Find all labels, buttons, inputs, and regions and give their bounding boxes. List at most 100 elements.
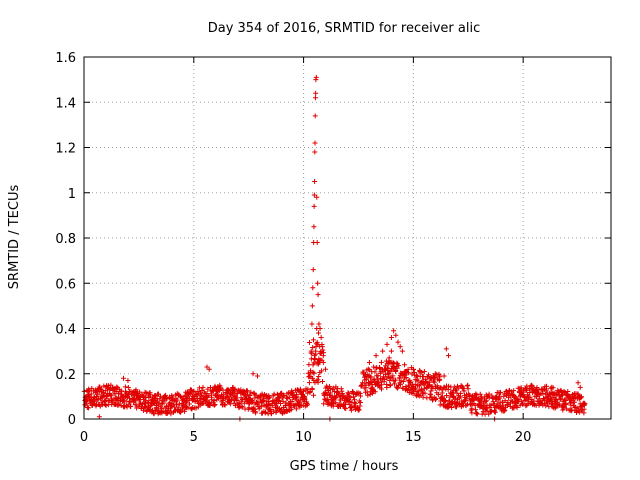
data-point: [161, 400, 167, 406]
data-point: [96, 414, 102, 420]
data-point: [427, 382, 433, 388]
data-point: [312, 178, 318, 184]
data-point: [316, 374, 322, 380]
data-points: [81, 74, 588, 422]
data-point: [498, 389, 504, 395]
data-point: [306, 380, 312, 386]
data-point: [170, 394, 176, 400]
data-point: [318, 351, 324, 357]
data-point: [563, 400, 569, 406]
data-point: [577, 384, 583, 390]
data-point: [386, 371, 392, 377]
data-point: [241, 400, 247, 406]
data-point: [319, 342, 325, 348]
data-point: [343, 406, 349, 412]
data-point: [175, 404, 181, 410]
data-point: [416, 388, 422, 394]
data-point: [358, 393, 364, 399]
data-point: [517, 402, 523, 408]
data-point: [446, 353, 452, 359]
data-point: [254, 373, 260, 379]
data-point: [309, 303, 315, 309]
data-point: [571, 399, 577, 405]
data-point: [435, 392, 441, 398]
data-point: [558, 396, 564, 402]
data-point: [252, 406, 258, 412]
data-point: [388, 382, 394, 388]
data-point: [477, 391, 483, 397]
data-point: [227, 401, 233, 407]
data-point: [234, 391, 240, 397]
data-point: [315, 292, 321, 298]
data-point: [481, 395, 487, 401]
data-point: [391, 328, 397, 334]
data-point: [324, 385, 330, 391]
data-point: [398, 378, 404, 384]
data-point: [568, 402, 574, 408]
chart-title: Day 354 of 2016, SRMTID for receiver ali…: [208, 21, 481, 36]
data-point: [174, 402, 179, 408]
data-point: [315, 280, 321, 286]
data-point: [449, 405, 455, 411]
data-point: [343, 401, 349, 407]
data-point: [459, 384, 465, 390]
data-point: [375, 373, 381, 379]
data-point: [312, 357, 318, 363]
data-point: [310, 337, 316, 343]
data-point: [313, 74, 319, 80]
data-point: [310, 267, 316, 273]
data-point: [234, 397, 240, 403]
data-point: [529, 382, 535, 388]
data-point: [320, 347, 326, 353]
data-point: [441, 373, 447, 379]
data-point: [200, 384, 206, 390]
data-point: [259, 403, 265, 409]
data-point: [260, 396, 266, 402]
data-point: [278, 401, 284, 407]
data-point: [274, 405, 280, 411]
x-tick-label: 20: [515, 430, 532, 445]
data-point: [94, 393, 100, 399]
x-tick-label: 0: [80, 430, 88, 445]
data-point: [124, 404, 130, 410]
data-point: [305, 401, 311, 407]
data-point: [548, 385, 554, 391]
data-point: [437, 376, 443, 382]
data-point: [248, 389, 254, 395]
data-point: [492, 409, 498, 415]
data-point: [103, 403, 109, 409]
data-point: [212, 402, 218, 408]
data-point: [393, 332, 399, 338]
data-point: [211, 402, 217, 408]
data-point: [544, 383, 550, 389]
x-tick-label: 5: [190, 430, 198, 445]
data-point: [501, 393, 507, 399]
data-point: [279, 390, 285, 396]
data-point: [397, 344, 403, 350]
data-point: [323, 366, 329, 372]
data-point: [315, 379, 321, 385]
data-point: [289, 398, 295, 404]
data-point: [247, 392, 253, 398]
data-point: [309, 386, 315, 392]
data-point: [128, 403, 134, 409]
data-point: [454, 404, 460, 410]
data-point: [411, 386, 417, 392]
data-point: [312, 149, 318, 155]
data-point: [193, 405, 199, 411]
data-point: [520, 401, 526, 407]
data-point: [313, 351, 319, 357]
y-tick-label: 1.6: [55, 51, 76, 66]
data-point: [209, 391, 215, 397]
data-point: [392, 381, 398, 387]
plot-frame: [83, 56, 612, 420]
data-point: [474, 411, 480, 417]
data-point: [346, 391, 352, 397]
data-point: [321, 401, 327, 407]
data-point: [250, 397, 256, 403]
data-point: [339, 390, 345, 396]
grid-lines: [84, 57, 611, 419]
data-point: [333, 400, 339, 406]
data-point: [250, 371, 256, 377]
data-point: [309, 350, 315, 356]
